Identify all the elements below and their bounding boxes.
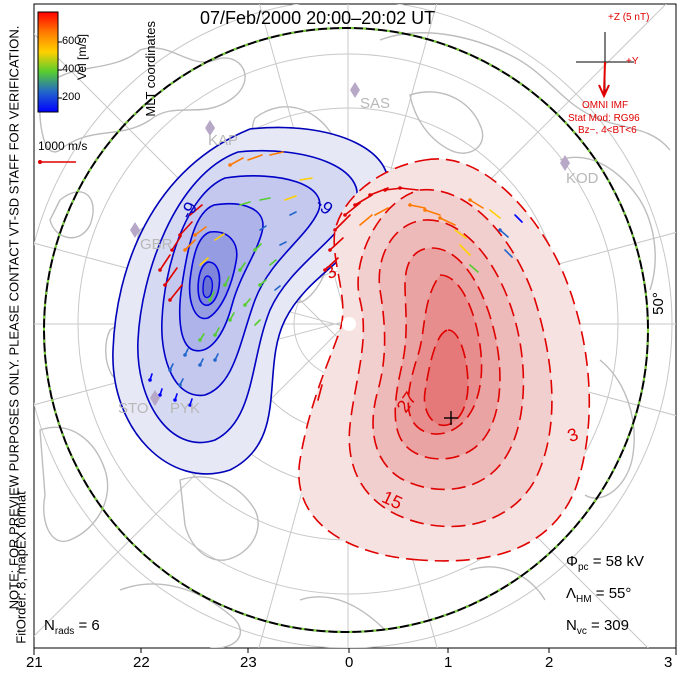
station-pyk: PYK: [170, 400, 201, 417]
station-sas: SAS: [360, 95, 391, 112]
nvc-symbol: N: [566, 617, 577, 634]
colorbar-tick-400: 400: [62, 63, 81, 75]
mlt-label-21: 21: [26, 654, 43, 671]
mlt-label-2: 2: [545, 654, 554, 671]
imf-y-label: +Y: [626, 56, 639, 67]
hm-latitude: ΛHM = 55°: [566, 585, 631, 605]
nrads-subscript: rads: [54, 626, 75, 637]
colorbar: [37, 11, 59, 113]
mlt-label-3: 3: [664, 654, 673, 671]
hm-subscript: HM: [576, 594, 592, 605]
pole-marker: [342, 317, 356, 331]
nvc-value: = 309: [591, 617, 629, 634]
station-sto: STO: [118, 400, 149, 417]
imf-clock-dial: [576, 32, 634, 99]
hm-symbol: Λ: [566, 585, 577, 602]
positive-potential-cell: [298, 158, 591, 562]
imf-z-label: +Z (5 nT): [608, 12, 650, 23]
station-gbr: GBR: [140, 236, 173, 253]
mlt-label-0: 0: [345, 654, 354, 671]
vector-count: Nvc = 309: [566, 617, 629, 637]
station-markers: [130, 82, 570, 406]
nrads-value: = 6: [78, 617, 100, 634]
vector-dots: [148, 163, 502, 407]
station-kap: KAP: [208, 132, 239, 149]
imf-condition: Bz−, 4<BT<6: [578, 125, 637, 136]
mlt-label-23: 23: [240, 654, 257, 671]
coordinate-system-label: MLT coordinates: [143, 21, 158, 117]
colorbar-tick-200: 200: [62, 91, 81, 103]
mlt-label-22: 22: [133, 654, 150, 671]
nrads-symbol: N: [44, 617, 55, 634]
imf-source: OMNI IMF: [582, 100, 629, 111]
latitude-label: 50°: [649, 292, 667, 315]
radar-count: Nrads = 6: [44, 617, 100, 637]
map-title: 07/Feb/2000 20:00–20:02 UT: [200, 8, 436, 28]
vector-scale-label: 1000 m/s: [38, 139, 88, 153]
fit-order-note: FitOrder: 8, mapEX format: [13, 491, 29, 644]
nvc-subscript: vc: [576, 626, 587, 637]
mlt-label-1: 1: [444, 654, 453, 671]
colorbar-label: Vel [m/s]: [75, 34, 89, 81]
hm-value: = 55°: [595, 585, 632, 602]
cross-polar-potential: Φpc = 58 kV: [566, 553, 644, 573]
coastlines: [38, 32, 671, 648]
station-kod: KOD: [566, 170, 599, 187]
colorbar-tick-600: 600: [62, 35, 81, 47]
pcp-symbol: Φ: [566, 553, 578, 570]
velocity-vectors: [149, 151, 523, 406]
imf-model: Stat Mod: RG96: [568, 113, 640, 124]
pcp-value: = 58 kV: [592, 553, 644, 570]
pcp-subscript: pc: [577, 562, 589, 573]
hm-boundary-dash: [43, 27, 649, 633]
